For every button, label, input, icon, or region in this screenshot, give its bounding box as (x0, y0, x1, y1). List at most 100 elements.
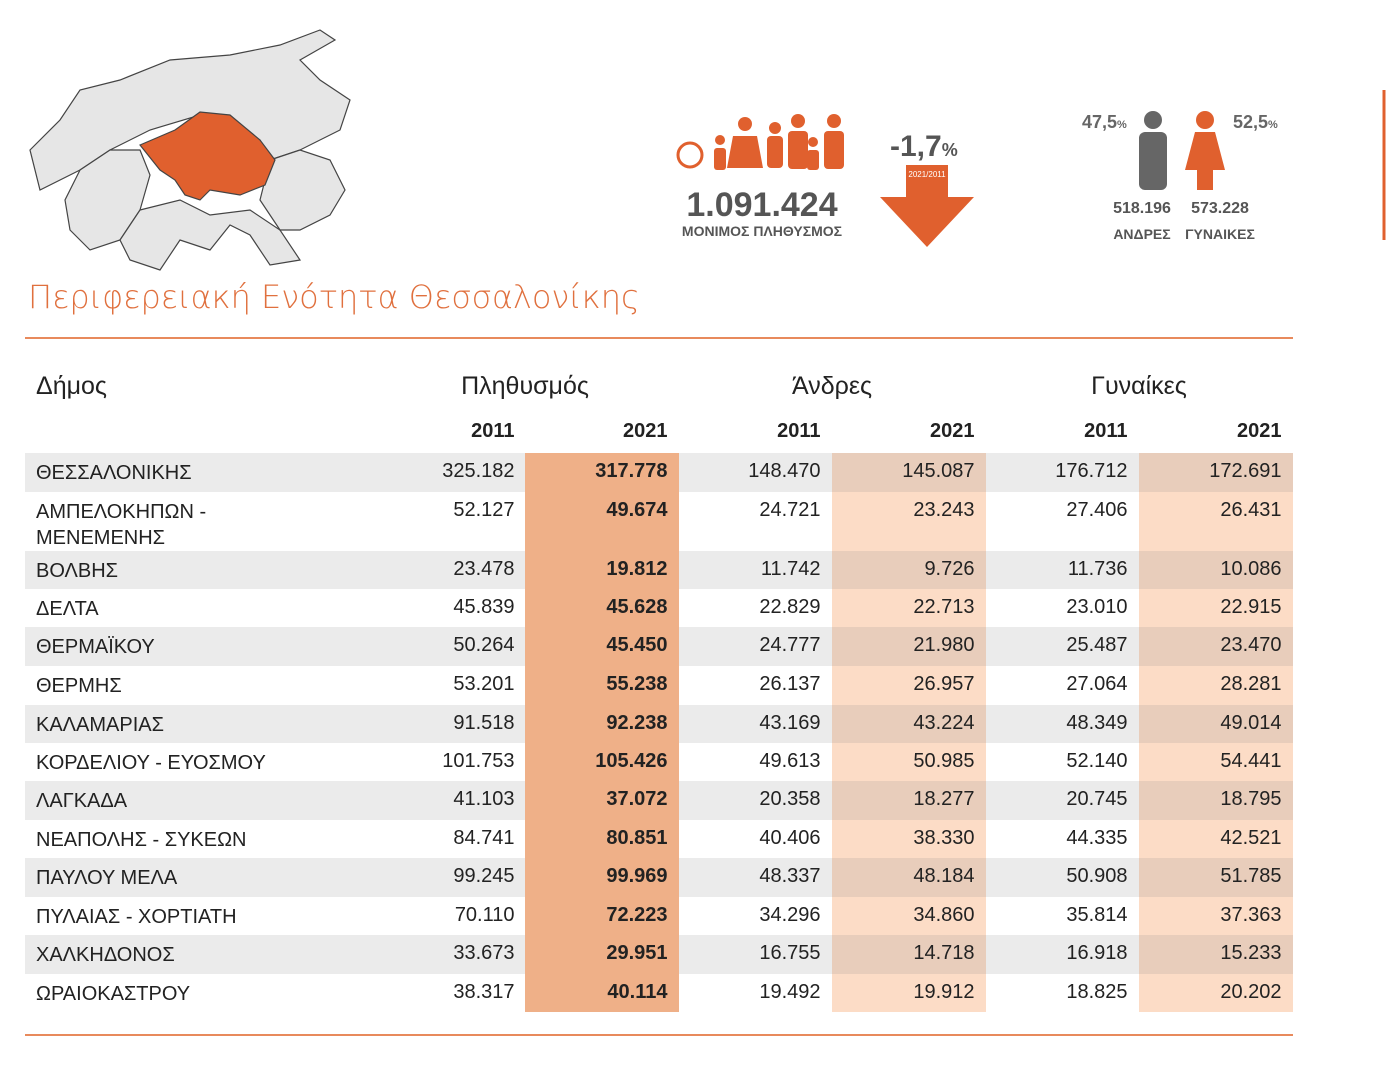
cell: 99.245 (453, 865, 515, 887)
municipality: ΚΟΡΔΕΛΙΟΥ - ΕΥΟΣΜΟΥ (36, 752, 266, 774)
cell: 20.202 (1220, 981, 1282, 1003)
header-cell: Δήμος (36, 372, 107, 400)
cell: 29.951 (606, 942, 668, 964)
col-bg (525, 492, 679, 551)
col-bg (525, 551, 679, 589)
col-bg (1139, 743, 1293, 781)
col-bg (832, 897, 986, 935)
cell: 72.223 (606, 904, 668, 926)
municipality: ΘΕΡΜΑΪΚΟΥ (36, 636, 155, 658)
change: -1,7% (890, 130, 958, 164)
municipality: ΒΟΛΒΗΣ (36, 560, 119, 582)
cell: 43.224 (913, 712, 975, 734)
col-bg (832, 453, 986, 492)
cell: 34.860 (913, 904, 975, 926)
col-bg (525, 858, 679, 897)
cell: 23.478 (453, 558, 515, 580)
col-bg (832, 858, 986, 897)
highlighted-region (139, 111, 276, 201)
cell: 48.349 (1066, 712, 1128, 734)
women-percent-value: 52,5 (1233, 112, 1269, 132)
cell: 19.492 (759, 981, 821, 1003)
cell: 20.358 (759, 788, 821, 810)
cell: 10.086 (1220, 558, 1282, 580)
cell: 55.238 (606, 673, 668, 695)
change-period: 2021/2011 (908, 170, 946, 179)
cell: 41.103 (453, 788, 515, 810)
cell: 19.812 (606, 558, 668, 580)
col-bg (525, 935, 679, 974)
col-bg (1139, 705, 1293, 743)
population: 1.091.424 (686, 186, 838, 224)
col-bg (1139, 935, 1293, 974)
cell: 24.777 (759, 634, 821, 656)
cell: 40.406 (759, 827, 821, 849)
col-bg (832, 666, 986, 705)
cell: 50.908 (1066, 865, 1128, 887)
col-bg (1139, 666, 1293, 705)
col-bg (525, 974, 679, 1012)
population-label: ΜΟΝΙΜΟΣ ΠΛΗΘΥΣΜΟΣ (681, 223, 843, 239)
cell: 49.674 (606, 499, 668, 521)
col-bg (525, 589, 679, 627)
cell: 101.753 (442, 750, 515, 772)
cell: 176.712 (1055, 460, 1128, 482)
header-cell: Πληθυσμός (461, 372, 589, 400)
col-bg (832, 551, 986, 589)
gender-icons (1139, 111, 1225, 190)
change-value: -1,7 (890, 130, 942, 163)
col-bg (1139, 492, 1293, 551)
cell: 33.673 (453, 942, 515, 964)
cell: 48.184 (913, 865, 975, 887)
cell: 11.736 (1067, 558, 1128, 580)
cell: 38.317 (453, 981, 515, 1003)
cell: 37.363 (1220, 904, 1282, 926)
cell: 49.014 (1220, 712, 1282, 734)
header-cell: Άνδρες (791, 372, 873, 400)
cell: 43.169 (759, 712, 821, 734)
cell: 145.087 (902, 460, 975, 482)
cell: 25.487 (1066, 634, 1128, 656)
cell: 38.330 (913, 827, 975, 849)
cell: 21.980 (913, 634, 975, 656)
col-bg (832, 820, 986, 858)
header-cell: Γυναίκες (1091, 372, 1187, 400)
col-bg (832, 935, 986, 974)
col-bg (525, 705, 679, 743)
cell: 84.741 (453, 827, 515, 849)
cell: 148.470 (748, 460, 821, 482)
col-bg (832, 705, 986, 743)
col-bg (525, 820, 679, 858)
col-bg (525, 781, 679, 820)
map (29, 29, 351, 271)
year-cell: 2021 (623, 420, 668, 442)
cell: 26.957 (913, 673, 975, 695)
year-cell: 2011 (1084, 420, 1128, 442)
cell: 24.721 (759, 499, 821, 521)
cell: 26.431 (1220, 499, 1282, 521)
cell: 52.140 (1066, 750, 1128, 772)
cell: 50.985 (913, 750, 975, 772)
cell: 18.825 (1066, 981, 1128, 1003)
col-bg (832, 974, 986, 1012)
cell: 40.114 (607, 981, 668, 1003)
col-bg (1139, 820, 1293, 858)
municipality: ΛΑΓΚΑΔΑ (36, 790, 128, 812)
year-cell: 2011 (471, 420, 515, 442)
cell: 22.829 (759, 596, 821, 618)
cell: 27.064 (1066, 673, 1128, 695)
municipality: ΩΡΑΙΟΚΑΣΤΡΟΥ (36, 983, 191, 1005)
change-unit: % (941, 140, 958, 160)
col-bg (525, 453, 679, 492)
cell: 44.335 (1066, 827, 1128, 849)
municipality: ΧΑΛΚΗΔΟΝΟΣ (36, 944, 175, 966)
municipality: ΑΜΠΕΛΟΚΗΠΩΝ - ΜΕΝΕΜΕΝΗΣ (36, 501, 207, 549)
cell: 91.518 (453, 712, 515, 734)
col-bg (525, 743, 679, 781)
women-count: 573.228 (1191, 200, 1249, 217)
cell: 23.010 (1066, 596, 1128, 618)
municipality: ΚΑΛΑΜΑΡΙΑΣ (36, 714, 164, 736)
cell: 105.426 (595, 750, 668, 772)
cell: 325.182 (442, 460, 515, 482)
